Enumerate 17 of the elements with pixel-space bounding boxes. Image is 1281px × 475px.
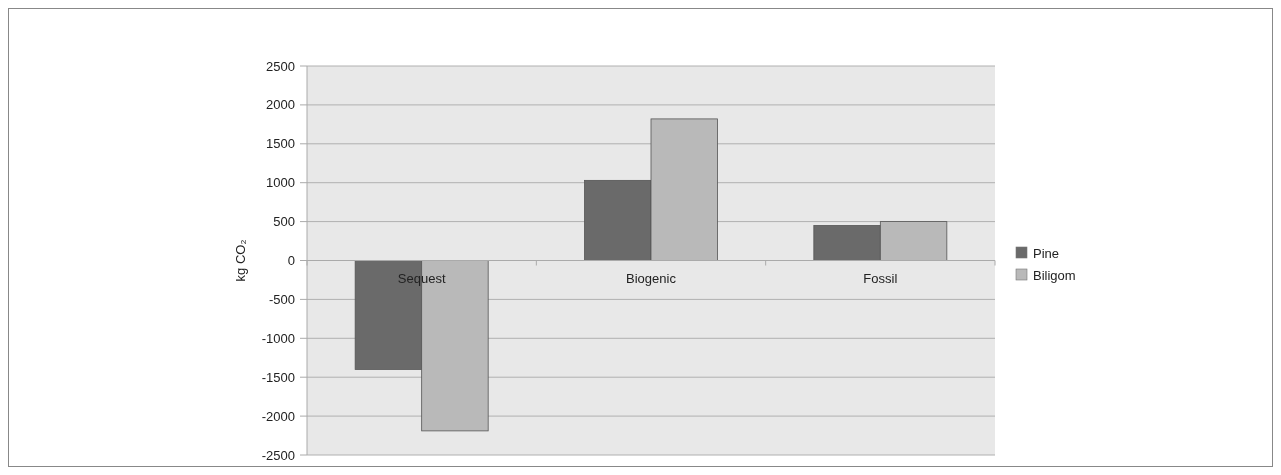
x-tick-label: Biogenic	[626, 270, 677, 286]
y-tick-label: 2500	[266, 58, 295, 74]
y-tick-label: 0	[287, 253, 295, 269]
y-tick-label: 1000	[266, 175, 295, 191]
y-tick-label: 2000	[266, 97, 295, 113]
x-tick-label: Sequest	[397, 270, 446, 286]
y-tick-label: -2000	[261, 408, 295, 424]
y-tick-label: 500	[273, 214, 295, 230]
y-tick-label: -500	[268, 291, 295, 307]
x-tick-label: Fossil	[863, 270, 898, 286]
legend-label: Pine	[1033, 245, 1060, 261]
y-tick-label: -1500	[261, 369, 295, 385]
legend-label: Biligom	[1033, 267, 1076, 283]
y-tick-label: 1500	[266, 136, 295, 152]
y-axis-title: kg CO₂	[233, 239, 248, 282]
y-tick-label: -1000	[261, 330, 295, 346]
y-tick-label: -2500	[261, 447, 295, 463]
